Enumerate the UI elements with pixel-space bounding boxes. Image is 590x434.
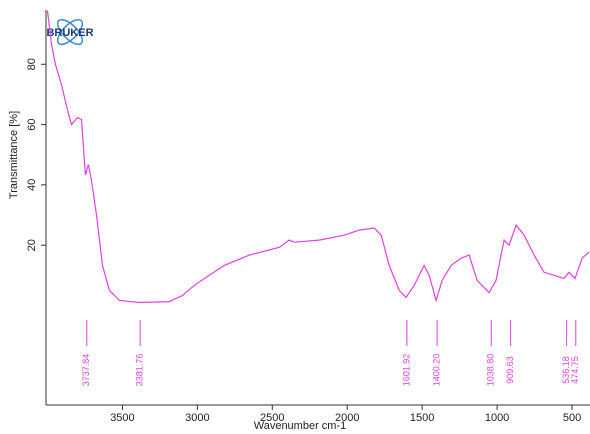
logo-text: BRUKER [46, 27, 93, 39]
peak-label: 1400.20 [431, 354, 441, 387]
peak-label: 474.75 [570, 356, 580, 384]
peak-label: 1038.80 [486, 354, 496, 387]
spectrum-line [46, 10, 590, 304]
logo-orbit [56, 18, 84, 46]
x-tick-label: 500 [563, 412, 581, 424]
x-tick-label: 3500 [110, 412, 134, 424]
peak-label: 3381.76 [135, 354, 145, 387]
x-tick-label: 1500 [410, 412, 434, 424]
x-tick-label: 2500 [260, 412, 284, 424]
y-tick-label: 60 [26, 118, 38, 130]
y-axis-label: Transmittance [%] [8, 111, 20, 199]
x-tick-label: 1000 [485, 412, 509, 424]
peak-label: 3737.84 [81, 354, 91, 387]
logo: BRUKER [46, 18, 94, 46]
peak-label: 909.63 [505, 356, 515, 384]
y-tick-label: 40 [26, 179, 38, 191]
x-axis-label: Wavenumber cm-1 [254, 420, 347, 432]
y-tick-label: 80 [26, 58, 38, 70]
x-tick-label: 2000 [335, 412, 359, 424]
peak-label: 536.18 [561, 356, 571, 384]
y-tick-label: 20 [26, 239, 38, 251]
logo-orbit [56, 18, 84, 46]
x-tick-label: 3000 [185, 412, 209, 424]
peak-label: 1601.92 [401, 354, 411, 387]
